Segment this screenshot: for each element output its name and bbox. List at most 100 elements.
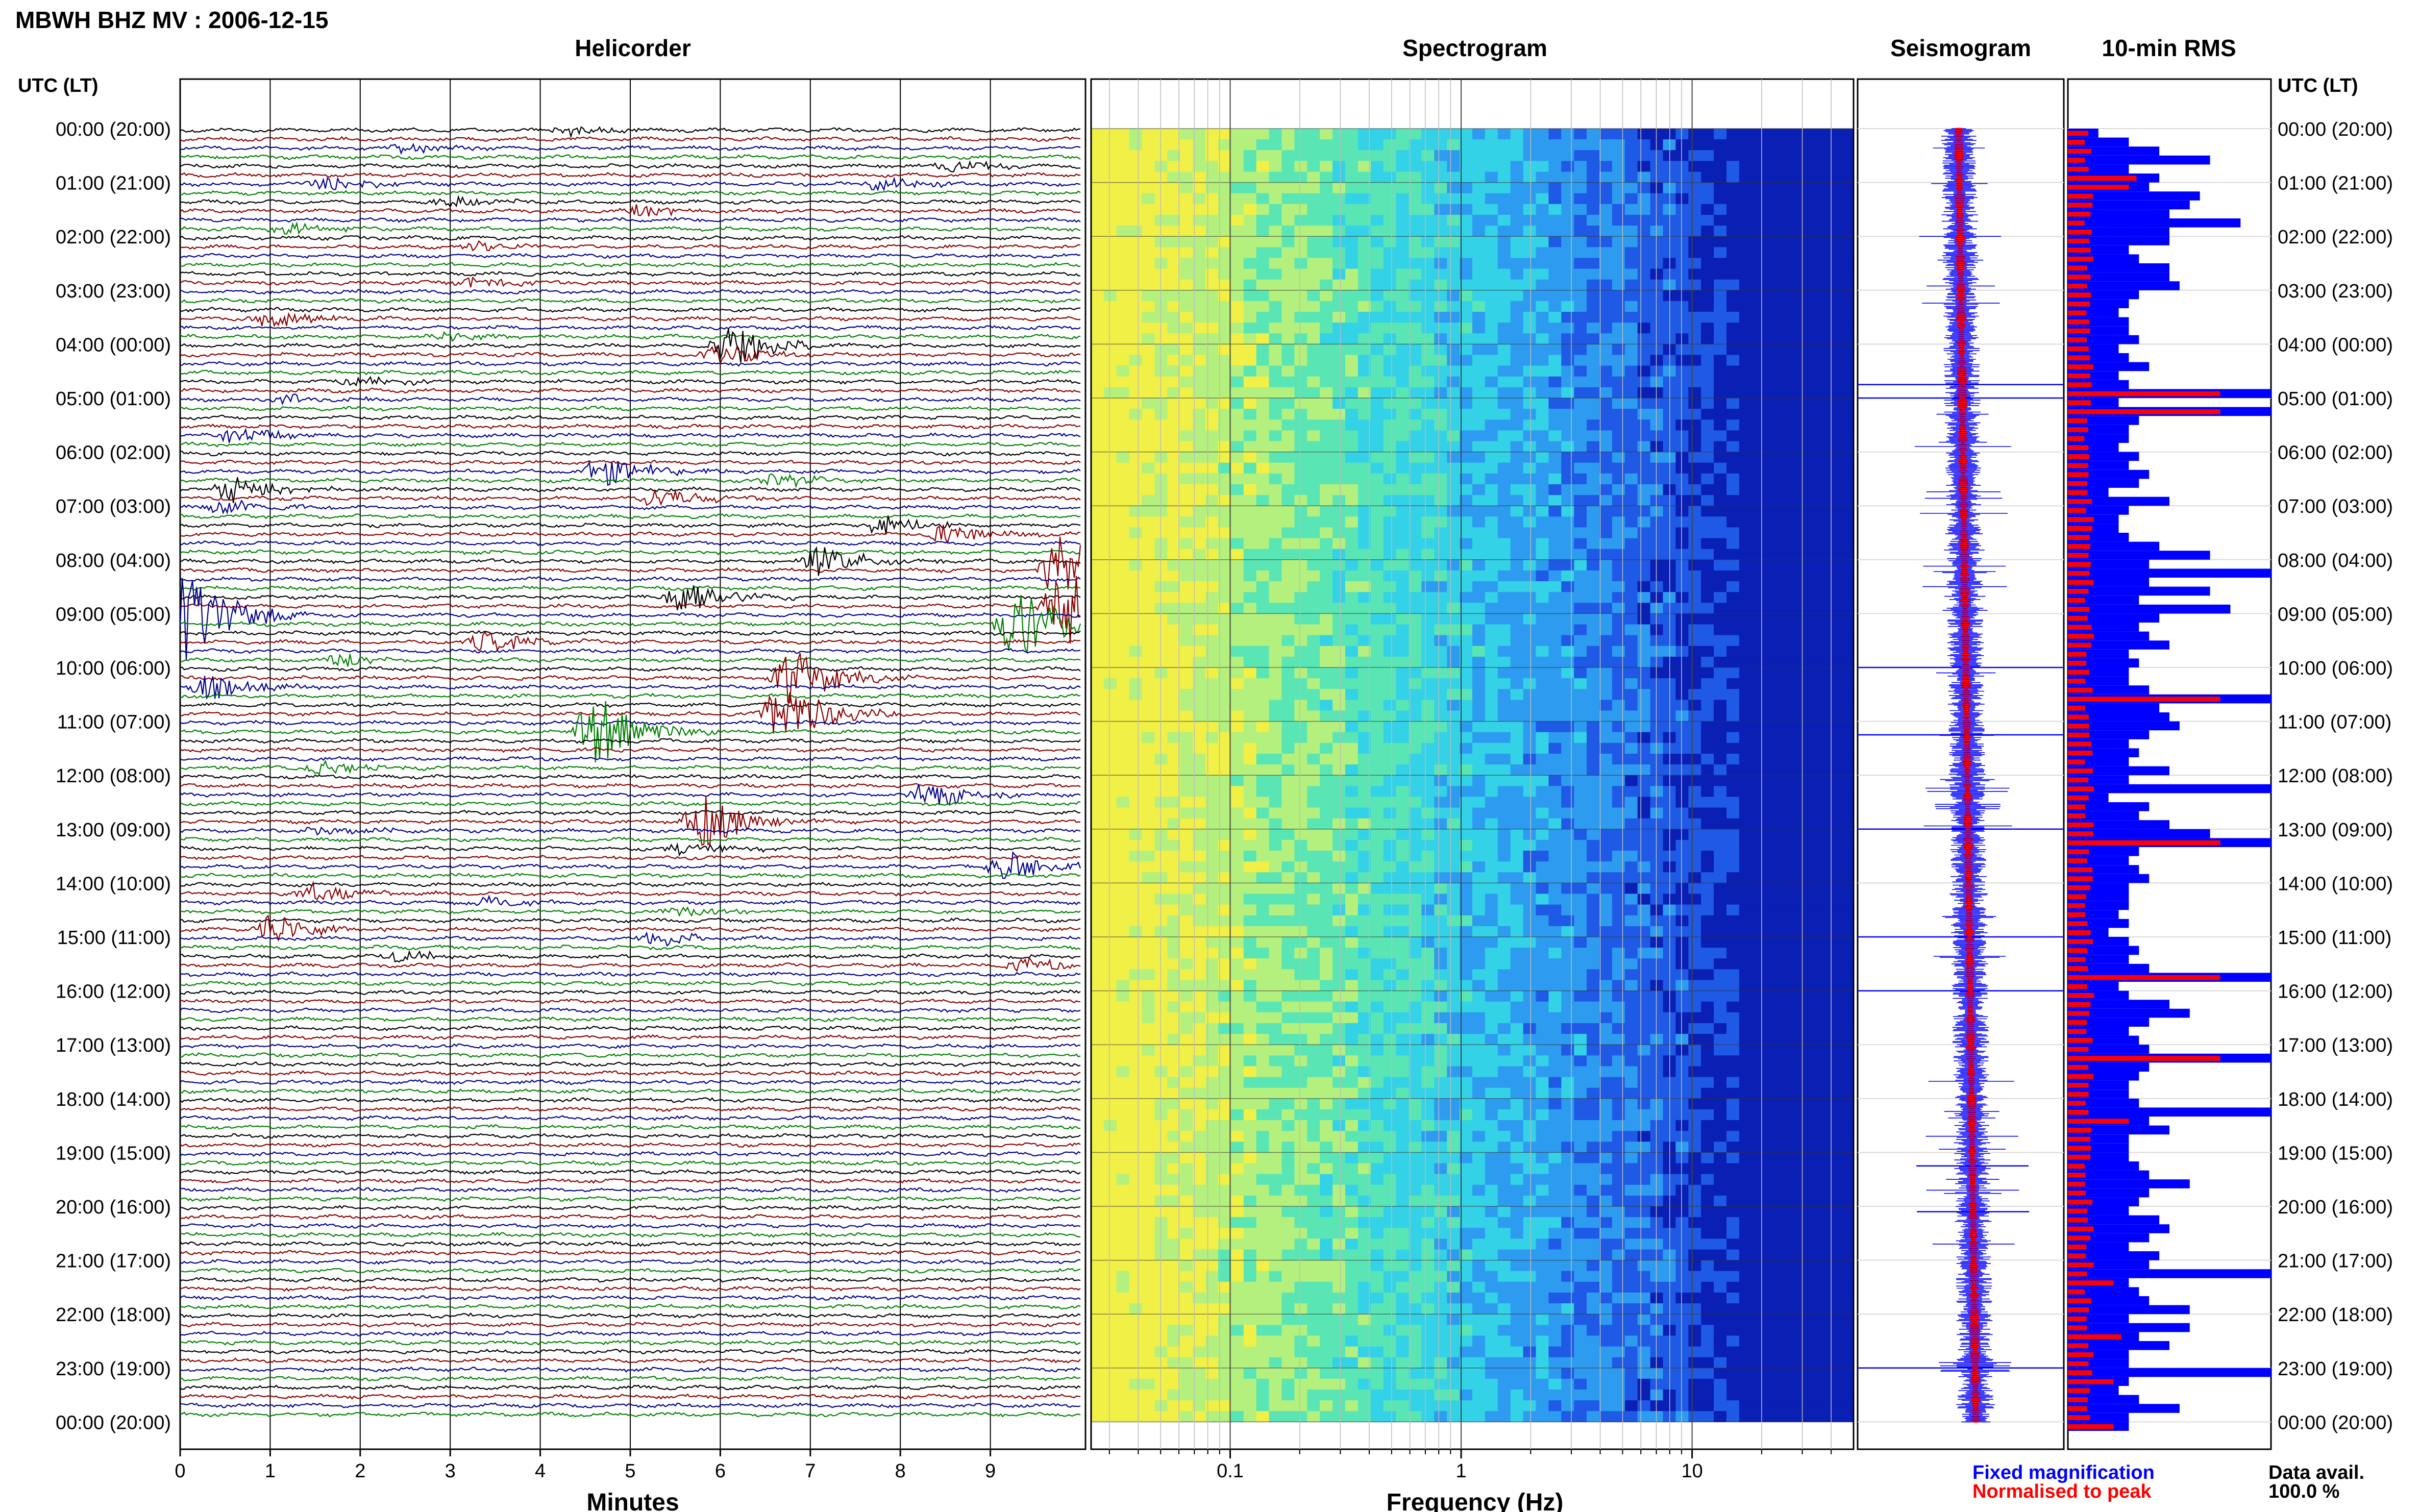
spectrogram-cell	[1739, 656, 1752, 668]
spectrogram-cell	[1548, 387, 1562, 399]
helicorder-trace	[180, 1088, 1081, 1094]
spectrogram-cell	[1205, 182, 1219, 194]
spectrogram-cell	[1167, 732, 1181, 743]
spectrogram-cell	[1561, 215, 1575, 226]
spectrogram-cell	[1612, 301, 1625, 312]
spectrogram-cell	[1675, 236, 1689, 247]
spectrogram-cell	[1739, 797, 1752, 808]
spectrogram-cell	[1129, 193, 1143, 205]
spectrogram-cell	[1675, 635, 1689, 647]
spectrogram-cell	[1497, 258, 1511, 269]
spectrogram-cell	[1447, 678, 1461, 689]
spectrogram-cell	[1828, 495, 1842, 506]
spectrogram-cell	[1167, 268, 1181, 280]
spectrogram-cell	[1574, 462, 1588, 474]
spectrogram-cell	[1460, 312, 1473, 323]
spectrogram-cell	[1497, 559, 1511, 571]
spectrogram-cell	[1230, 258, 1244, 269]
spectrogram-cell	[1281, 419, 1295, 431]
spectrogram-cell	[1180, 193, 1194, 205]
helicorder-trace	[180, 451, 1081, 457]
spectrogram-cell	[1701, 851, 1715, 862]
spectrogram-cell	[1739, 549, 1752, 560]
spectrogram-cell	[1460, 258, 1473, 269]
spectrogram-cell	[1294, 376, 1308, 388]
spectrogram-cell	[1370, 721, 1384, 733]
spectrogram-cell	[1434, 376, 1448, 388]
spectrogram-cell	[1688, 484, 1702, 495]
spectrogram-cell	[1091, 754, 1104, 765]
spectrogram-cell	[1218, 818, 1231, 830]
spectrogram-cell	[1841, 247, 1854, 258]
spectrogram-cell	[1523, 797, 1537, 808]
spectrogram-cell	[1116, 452, 1130, 463]
time-label-right: 12:00 (08:00)	[2278, 765, 2393, 787]
spectrogram-cell	[1739, 355, 1752, 366]
spectrogram-cell	[1116, 721, 1130, 733]
spectrogram-cell	[1599, 161, 1613, 172]
spectrogram-cell	[1243, 301, 1257, 312]
spectrogram-cell	[1612, 171, 1625, 183]
spectrogram-cell	[1714, 592, 1727, 603]
spectrogram-cell	[1574, 150, 1588, 161]
spectrogram-cell	[1294, 323, 1308, 334]
spectrogram-cell	[1828, 581, 1842, 592]
spectrogram-cell	[1116, 678, 1130, 689]
spectrogram-cell	[1650, 161, 1664, 172]
spectrogram-cell	[1460, 301, 1473, 312]
spectrogram-cell	[1129, 915, 1143, 927]
spectrogram-cell	[1803, 894, 1816, 905]
spectrogram-cell	[1675, 204, 1689, 215]
spectrogram-cell	[1269, 538, 1282, 550]
spectrogram-cell	[1230, 139, 1244, 151]
spectrogram-cell	[1472, 430, 1486, 442]
spectrogram-cell	[1243, 581, 1257, 592]
spectrogram-cell	[1726, 775, 1740, 786]
spectrogram-cell	[1116, 139, 1130, 151]
spectrogram-cell	[1574, 818, 1588, 830]
spectrogram-cell	[1180, 268, 1194, 280]
spectrogram-cell	[1764, 484, 1778, 495]
spectrogram-cell	[1485, 689, 1498, 700]
spectrogram-cell	[1599, 484, 1613, 495]
spectrogram-cell	[1396, 883, 1410, 895]
spectrogram-cell	[1815, 603, 1829, 614]
spectrogram-cell	[1103, 462, 1117, 474]
spectrogram-cell	[1320, 355, 1334, 366]
spectrogram-cell	[1103, 182, 1117, 194]
spectrogram-cell	[1828, 829, 1842, 840]
spectrogram-cell	[1396, 290, 1410, 302]
spectrogram-cell	[1510, 171, 1524, 183]
spectrogram-cell	[1574, 430, 1588, 442]
spectrogram-cell	[1472, 279, 1486, 291]
helicorder-trace	[180, 894, 1081, 907]
spectrogram-cell	[1116, 462, 1130, 474]
spectrogram-cell	[1523, 926, 1537, 937]
spectrogram-cell	[1409, 710, 1422, 722]
time-label-right: 19:00 (15:00)	[2278, 1143, 2393, 1164]
spectrogram-cell	[1675, 193, 1689, 205]
spectrogram-cell	[1142, 462, 1155, 474]
spectrogram-cell	[1396, 667, 1410, 679]
spectrogram-cell	[1180, 495, 1194, 506]
spectrogram-cell	[1205, 764, 1219, 776]
spectrogram-cell	[1460, 581, 1473, 592]
helicorder-trace	[180, 784, 1081, 806]
spectrogram-cell	[1307, 452, 1321, 463]
spectrogram-cell	[1497, 409, 1511, 420]
spectrogram-cell	[1485, 527, 1498, 539]
spectrogram-cell	[1332, 818, 1346, 830]
spectrogram-cell	[1510, 549, 1524, 560]
spectrogram-cell	[1256, 452, 1270, 463]
spectrogram-cell	[1383, 851, 1397, 862]
spectrogram-cell	[1726, 926, 1740, 937]
spectrogram-cell	[1180, 365, 1194, 377]
spectrogram-cell	[1434, 473, 1448, 485]
time-label-left: 00:00 (20:00)	[56, 1412, 171, 1433]
spectrogram-cell	[1637, 204, 1651, 215]
spectrogram-cell	[1116, 980, 1130, 992]
spectrogram-cell	[1828, 344, 1842, 356]
spectrogram-cell	[1357, 570, 1371, 582]
spectrogram-cell	[1612, 742, 1625, 754]
spectrogram-cell	[1142, 948, 1155, 959]
